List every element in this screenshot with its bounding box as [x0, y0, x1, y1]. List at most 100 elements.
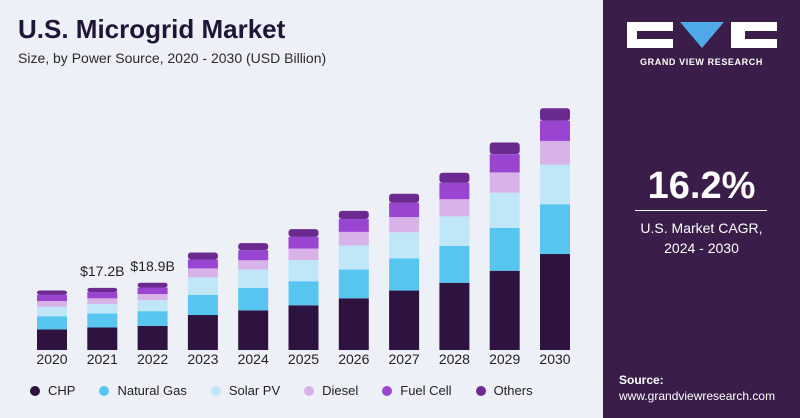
bar-segment-diesel-2027 — [389, 217, 420, 233]
bar-segment-solar-pv-2025 — [288, 260, 319, 282]
bar-segment-solar-pv-2029 — [489, 192, 520, 228]
chart-title: U.S. Microgrid Market — [18, 14, 286, 44]
cagr-label: U.S. Market CAGR, 2024 - 2030 — [603, 218, 800, 258]
bar-segment-chp-2025 — [288, 305, 319, 350]
bar-segment-natural-gas-2026 — [338, 269, 369, 299]
bar-segment-chp-2020 — [37, 329, 67, 350]
x-tick-label-2027: 2027 — [389, 351, 420, 367]
x-tick-label-2021: 2021 — [87, 351, 118, 367]
grand-view-research-logo-icon — [627, 22, 777, 48]
bar-segment-diesel-2028 — [439, 199, 470, 217]
x-tick-label-2022: 2022 — [137, 351, 168, 367]
bar-segment-natural-gas-2028 — [439, 245, 470, 283]
bar-segment-fuel-cell-2023 — [187, 259, 218, 269]
bar-segment-diesel-2023 — [187, 268, 218, 278]
legend-item-diesel: Diesel — [304, 383, 358, 398]
bar-segment-chp-2021 — [87, 327, 118, 350]
legend-label: CHP — [48, 383, 76, 398]
bar-segment-diesel-2021 — [87, 298, 118, 305]
sidebar-panel: GRAND VIEW RESEARCH 16.2% U.S. Market CA… — [603, 0, 800, 418]
source-url[interactable]: www.grandviewresearch.com — [619, 389, 776, 403]
brand-name: GRAND VIEW RESEARCH — [640, 57, 763, 67]
bar-segment-diesel-2022 — [137, 294, 168, 301]
bar-segment-fuel-cell-2021 — [87, 292, 118, 299]
bar-segment-others-2020 — [37, 290, 67, 295]
legend-swatch — [382, 385, 393, 396]
bar-segment-fuel-cell-2020 — [37, 294, 67, 302]
bar-segment-natural-gas-2021 — [87, 313, 118, 328]
bar-segment-solar-pv-2028 — [439, 216, 470, 246]
bar-segment-solar-pv-2026 — [338, 245, 369, 270]
bar-segment-fuel-cell-2022 — [137, 287, 168, 295]
legend-label: Solar PV — [228, 383, 281, 398]
legend-swatch — [99, 385, 110, 396]
legend-label: Fuel Cell — [400, 383, 452, 398]
legend-item-fuel-cell: Fuel Cell — [382, 383, 452, 398]
data-label-2022: $18.9B — [130, 258, 174, 274]
bar-segment-chp-2030 — [540, 254, 570, 350]
x-tick-label-2024: 2024 — [238, 351, 269, 367]
bar-segment-others-2030 — [540, 108, 570, 121]
bar-segment-others-2025 — [288, 229, 319, 237]
legend-label: Diesel — [322, 383, 359, 398]
bar-segment-solar-pv-2021 — [87, 304, 118, 314]
bar-segment-diesel-2020 — [37, 301, 67, 307]
legend-item-chp: CHP — [30, 383, 75, 398]
legend-item-others: Others — [475, 383, 533, 398]
bar-segment-others-2024 — [238, 243, 269, 251]
bar-segment-solar-pv-2023 — [187, 277, 218, 295]
cagr-value: 16.2% — [647, 165, 756, 207]
bar-segment-chp-2029 — [489, 270, 520, 350]
bar-segment-fuel-cell-2026 — [338, 219, 369, 232]
bar-segment-chp-2027 — [389, 290, 420, 350]
legend-label: Natural Gas — [117, 383, 187, 398]
bar-segment-solar-pv-2022 — [137, 300, 168, 312]
bar-segment-others-2022 — [137, 282, 168, 288]
cagr-divider — [635, 210, 767, 211]
bar-segment-chp-2022 — [137, 325, 168, 350]
bar-segment-natural-gas-2027 — [389, 258, 420, 291]
legend-label: Others — [493, 383, 533, 398]
bar-segment-fuel-cell-2024 — [238, 250, 269, 261]
bar-segment-chp-2026 — [338, 298, 369, 350]
bar-segment-diesel-2029 — [489, 172, 520, 193]
chart-subtitle: Size, by Power Source, 2020 - 2030 (USD … — [18, 50, 327, 66]
bar-segment-natural-gas-2022 — [137, 311, 168, 326]
bar-segment-chp-2024 — [238, 310, 269, 350]
bar-segment-diesel-2026 — [338, 231, 369, 246]
legend-item-natural-gas: Natural Gas — [99, 383, 187, 398]
cagr-label-line2: 2024 - 2030 — [664, 240, 739, 256]
bar-segment-fuel-cell-2025 — [288, 236, 319, 249]
bar-segment-solar-pv-2020 — [37, 306, 67, 317]
source-note: Source: www.grandviewresearch.com — [619, 372, 775, 404]
bar-segment-natural-gas-2029 — [489, 227, 520, 271]
bar-segment-fuel-cell-2030 — [540, 120, 570, 141]
bar-segment-fuel-cell-2029 — [489, 154, 520, 173]
bar-segment-solar-pv-2024 — [238, 269, 269, 288]
bar-segment-others-2029 — [489, 142, 520, 155]
bar-segment-solar-pv-2030 — [540, 164, 570, 205]
bar-segment-natural-gas-2024 — [238, 287, 269, 311]
bar-segment-diesel-2030 — [540, 140, 570, 165]
x-tick-label-2025: 2025 — [288, 351, 319, 367]
chart-panel: U.S. Microgrid Market Size, by Power Sou… — [0, 0, 603, 418]
x-tick-label-2029: 2029 — [489, 351, 520, 367]
legend-item-solar-pv: Solar PV — [210, 383, 281, 398]
bar-segment-others-2027 — [389, 193, 420, 203]
legend-swatch — [304, 385, 315, 396]
bar-segment-others-2021 — [87, 287, 118, 293]
bar-segment-natural-gas-2025 — [288, 281, 319, 306]
bar-segment-solar-pv-2027 — [389, 232, 420, 259]
source-label: Source: — [619, 373, 664, 387]
bar-segment-others-2023 — [187, 252, 218, 260]
bar-segment-others-2026 — [338, 210, 369, 220]
bar-segment-fuel-cell-2027 — [389, 202, 420, 218]
x-tick-label-2026: 2026 — [338, 351, 369, 367]
stacked-bar-chart: 2020 2021 $17.2B 2022 $18.9B 2023 2024 2025 2026… — [36, 108, 571, 367]
bar-segment-natural-gas-2023 — [187, 294, 218, 316]
legend-swatch — [475, 385, 486, 396]
data-label-2021: $17.2B — [80, 263, 124, 279]
legend-swatch — [210, 385, 221, 396]
bar-segment-chp-2023 — [187, 315, 218, 350]
